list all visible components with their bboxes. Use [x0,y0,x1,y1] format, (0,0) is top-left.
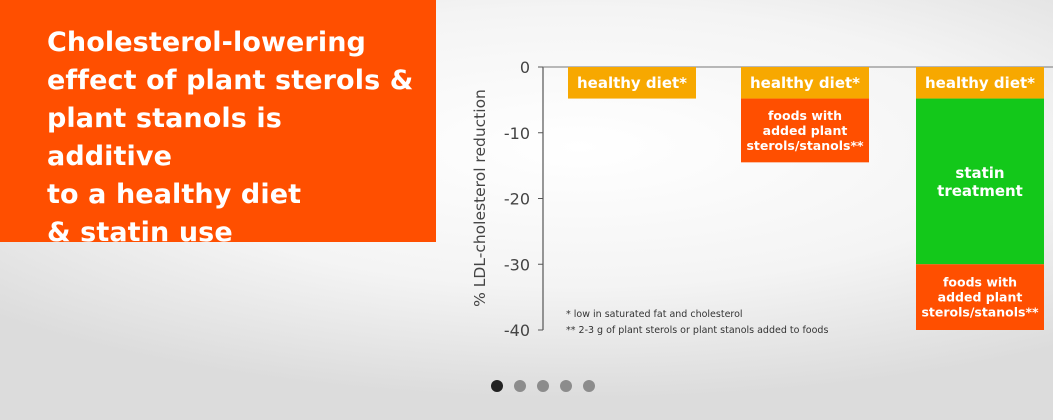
y-tick-label: -20 [504,190,530,209]
footnote-1: * low in saturated fat and cholesterol [566,309,743,320]
bar-2-segment-2 [741,98,869,163]
bar-3-segment-2-label: statin treatment [937,164,1023,200]
slide-title: Cholesterol-lowering effect of plant ste… [47,27,414,248]
bar-1-segment-1-label: healthy diet* [577,74,687,92]
carousel-dot-2[interactable] [514,380,526,392]
bar-2-segment-2-label: foods with added plant sterols/stanols** [746,108,864,153]
carousel-pagination [491,380,595,392]
title-panel: Cholesterol-lowering effect of plant ste… [0,0,436,248]
bar-2-segment-1 [741,67,869,99]
carousel-dot-3[interactable] [537,380,549,392]
bar-3-segment-3 [916,264,1044,330]
bar-2-segment-1-label: healthy diet* [750,74,860,92]
y-tick-label: -30 [504,255,530,274]
bar-3-segment-2 [916,98,1044,265]
bar-3-segment-1-label: healthy diet* [925,74,1035,92]
bar-3-segment-3-label: foods with added plant sterols/stanols** [921,275,1039,320]
y-tick-label: -10 [504,124,530,143]
bar-3-segment-1 [916,67,1044,99]
carousel-dot-5[interactable] [583,380,595,392]
y-tick-label: -40 [504,321,530,340]
y-axis-label: % LDL-cholesterol reduction [471,89,489,307]
y-tick-label: 0 [520,58,530,77]
carousel-dot-4[interactable] [560,380,572,392]
footnote-2: ** 2-3 g of plant sterols or plant stano… [566,325,828,336]
carousel-dot-1[interactable] [491,380,503,392]
bar-1-segment-1 [568,67,696,99]
